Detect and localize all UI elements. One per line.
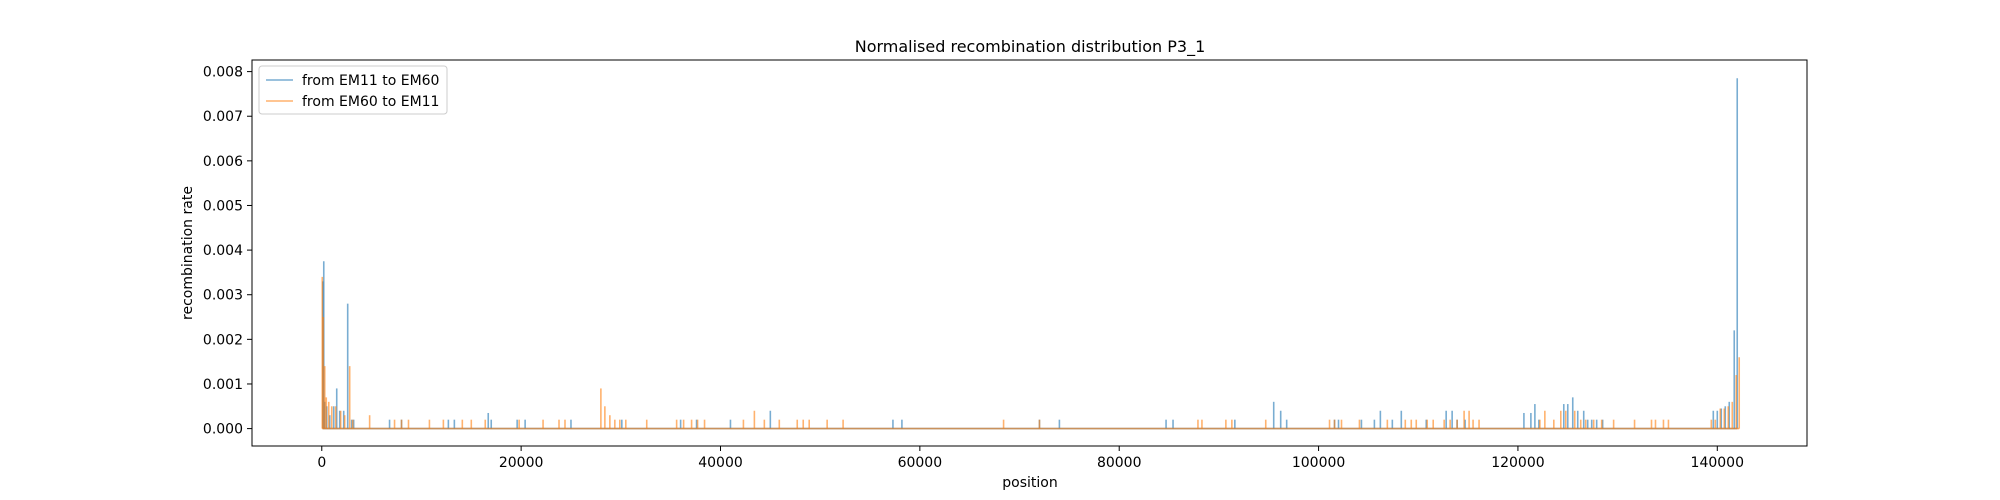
y-tick-label: 0.007 xyxy=(203,109,243,125)
y-tick-label: 0.003 xyxy=(203,288,243,304)
series-0 xyxy=(321,78,1739,430)
y-tick-label: 0.006 xyxy=(203,154,243,170)
legend: from EM11 to EM60 from EM60 to EM11 xyxy=(258,65,448,115)
chart-title: Normalised recombination distribution P3… xyxy=(855,37,1206,57)
x-tick-label: 80000 xyxy=(1097,455,1142,471)
x-tick-label: 120000 xyxy=(1491,455,1544,471)
y-tick-label: 0.002 xyxy=(203,332,243,348)
x-tick-label: 100000 xyxy=(1292,455,1345,471)
series-layer xyxy=(321,78,1741,430)
y-tick-label: 0.005 xyxy=(203,198,243,214)
y-tick-label: 0.008 xyxy=(203,65,243,81)
x-tick-label: 0 xyxy=(317,455,326,471)
y-axis-label: recombination rate xyxy=(180,186,196,320)
legend-label-em60-to-em11: from EM60 to EM11 xyxy=(302,94,439,110)
y-tick-label: 0.004 xyxy=(203,243,243,259)
x-axis-label: position xyxy=(1002,475,1057,491)
series-1 xyxy=(321,276,1741,430)
y-axis: 0.000 0.001 0.002 0.003 0.004 0.005 0.006 0.007… xyxy=(203,65,252,438)
x-axis: 0 20000 40000 60000 80000 100000 120000 140000 xyxy=(317,446,1744,471)
legend-label-em11-to-em60: from EM11 to EM60 xyxy=(302,73,439,89)
x-tick-label: 140000 xyxy=(1691,455,1744,471)
x-tick-label: 20000 xyxy=(499,455,544,471)
y-tick-label: 0.000 xyxy=(203,422,243,438)
x-tick-label: 60000 xyxy=(898,455,943,471)
plot-frame xyxy=(251,59,1808,447)
y-tick-label: 0.001 xyxy=(203,377,243,393)
x-tick-label: 40000 xyxy=(698,455,743,471)
legend-box xyxy=(258,65,448,115)
